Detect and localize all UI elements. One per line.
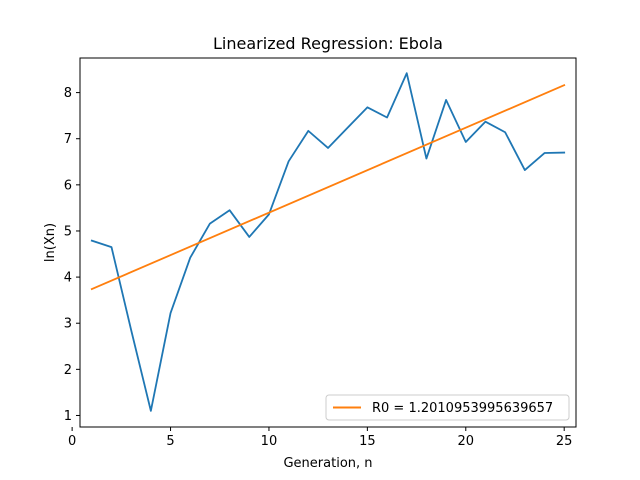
y-tick-label: 3 — [64, 317, 72, 332]
x-tick-label: 15 — [359, 434, 376, 449]
x-tick-label: 20 — [458, 434, 475, 449]
data-series-line — [90, 72, 566, 412]
y-tick-label: 4 — [64, 271, 72, 286]
regression-fit-line — [90, 84, 566, 291]
x-tick-label: 5 — [166, 434, 174, 449]
y-tick-label: 7 — [64, 132, 72, 147]
y-tick-label: 5 — [64, 224, 72, 239]
legend: R0 = 1.2010953995639657 — [325, 394, 570, 421]
plot-lines — [90, 72, 566, 412]
chart-title: Linearized Regression: Ebola — [213, 34, 443, 53]
y-tick-label: 8 — [64, 86, 72, 101]
plot-frame — [79, 57, 577, 428]
x-tick-label: 0 — [68, 434, 76, 449]
legend-label: R0 = 1.2010953995639657 — [372, 401, 553, 416]
y-axis-label: ln(Xn) — [43, 223, 58, 262]
x-tick-label: 25 — [556, 434, 573, 449]
legend-box — [325, 394, 570, 421]
x-axis-ticks: 0 5 10 15 20 25 — [68, 427, 572, 449]
y-axis-ticks: 1 2 3 4 5 6 7 8 — [64, 86, 80, 424]
x-tick-label: 10 — [261, 434, 278, 449]
y-tick-label: 6 — [64, 178, 72, 193]
y-tick-label: 2 — [64, 363, 72, 378]
x-axis-label: Generation, n — [283, 456, 372, 471]
y-tick-label: 1 — [64, 409, 72, 424]
